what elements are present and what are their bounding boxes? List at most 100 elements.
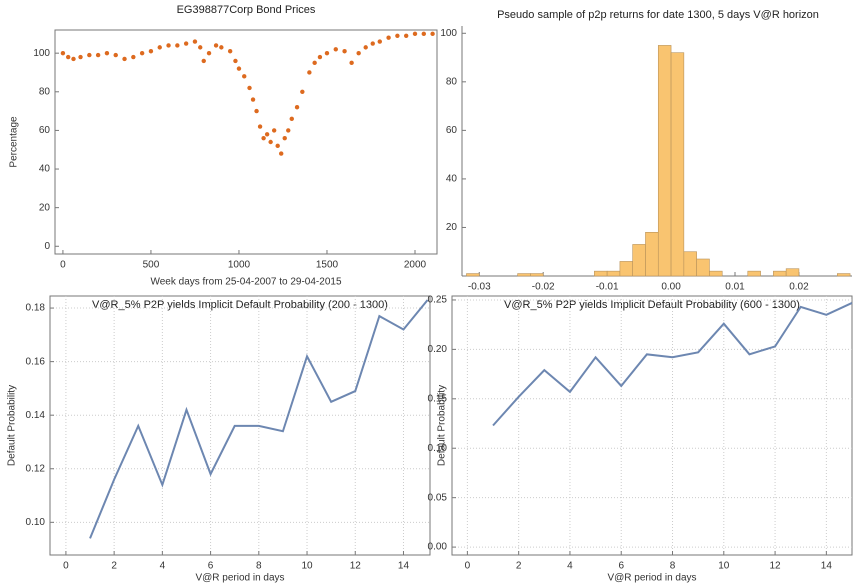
point bbox=[233, 58, 238, 64]
point bbox=[312, 60, 317, 66]
point bbox=[377, 39, 382, 44]
x-axis-label: Week days from 25-04-2007 to 29-04-2015 bbox=[150, 277, 341, 288]
point bbox=[113, 52, 118, 58]
point bbox=[95, 52, 101, 58]
bar bbox=[785, 268, 800, 277]
y-tick-label: 0.16 bbox=[26, 356, 46, 367]
point bbox=[356, 50, 361, 56]
y-tick-label: 20 bbox=[446, 222, 458, 233]
bar bbox=[517, 273, 531, 277]
point bbox=[268, 139, 273, 145]
point bbox=[363, 45, 368, 50]
y-tick-label: 40 bbox=[446, 174, 458, 185]
y-tick-label: 60 bbox=[39, 125, 51, 136]
point bbox=[333, 47, 338, 52]
point bbox=[236, 66, 242, 71]
point bbox=[430, 31, 435, 37]
plot-frame bbox=[49, 295, 431, 556]
x-tick-label: 0.00 bbox=[661, 282, 681, 293]
bar bbox=[619, 261, 634, 277]
y-tick-label: 60 bbox=[446, 125, 458, 136]
line-series bbox=[89, 299, 429, 539]
point bbox=[275, 143, 280, 149]
point bbox=[198, 45, 203, 50]
x-tick-label: 2 bbox=[516, 561, 522, 572]
y-tick-label: 0.10 bbox=[428, 443, 448, 454]
point bbox=[300, 89, 305, 94]
x-tick-label: 10 bbox=[301, 561, 313, 572]
bar bbox=[632, 244, 646, 277]
point bbox=[201, 58, 206, 64]
x-tick-label: 0 bbox=[465, 561, 471, 572]
y-tick-label: 0.18 bbox=[26, 303, 46, 314]
point bbox=[66, 54, 71, 60]
point bbox=[131, 54, 136, 60]
y-tick-label: 0.12 bbox=[26, 463, 46, 474]
y-tick-label: 0.15 bbox=[428, 393, 448, 404]
point bbox=[307, 70, 312, 75]
point bbox=[289, 116, 294, 122]
bar bbox=[594, 270, 608, 277]
x-tick-label: 14 bbox=[821, 561, 833, 572]
y-tick-label: 100 bbox=[440, 28, 457, 39]
bar bbox=[606, 270, 621, 277]
y-tick-label: 100 bbox=[33, 48, 50, 59]
y-tick-label: 80 bbox=[446, 76, 458, 87]
y-tick-label: 0.10 bbox=[26, 517, 46, 528]
x-tick-label: 500 bbox=[143, 260, 160, 271]
point bbox=[403, 33, 409, 38]
y-axis-label: Percentage bbox=[9, 116, 20, 168]
point bbox=[254, 108, 259, 114]
bar bbox=[657, 45, 672, 277]
point bbox=[157, 45, 162, 50]
bar bbox=[836, 273, 851, 277]
x-tick-label: 0 bbox=[63, 561, 69, 572]
x-tick-label: 0 bbox=[60, 260, 66, 271]
y-tick-label: 0 bbox=[44, 241, 50, 252]
point bbox=[148, 49, 154, 54]
x-tick-label: 4 bbox=[160, 561, 166, 572]
point bbox=[183, 41, 189, 46]
point bbox=[282, 135, 287, 141]
point bbox=[395, 33, 400, 38]
point bbox=[294, 105, 300, 110]
bar bbox=[683, 251, 697, 277]
chart-title: Pseudo sample of p2p returns for date 13… bbox=[497, 9, 819, 21]
point bbox=[60, 50, 66, 56]
x-tick-label: 6 bbox=[618, 561, 624, 572]
y-tick-label: 20 bbox=[39, 202, 51, 213]
point bbox=[324, 50, 330, 56]
point bbox=[71, 56, 76, 62]
point bbox=[286, 128, 291, 133]
y-tick-label: 0.20 bbox=[428, 344, 448, 355]
point bbox=[166, 43, 171, 48]
point bbox=[261, 135, 266, 141]
x-tick-label: 6 bbox=[208, 561, 214, 572]
x-axis-label: V@R period in days bbox=[607, 573, 696, 584]
x-tick-label: -0.03 bbox=[468, 282, 491, 293]
y-axis-label: Default Probability bbox=[7, 385, 18, 466]
chart-title: EG398877Corp Bond Prices bbox=[177, 4, 316, 16]
bar bbox=[670, 52, 685, 277]
y-tick-label: 80 bbox=[39, 86, 51, 97]
y-tick-label: 0.00 bbox=[428, 542, 448, 553]
point bbox=[139, 50, 145, 56]
point bbox=[264, 132, 270, 137]
y-tick-label: 0.25 bbox=[428, 295, 448, 306]
bar bbox=[773, 270, 787, 277]
bar bbox=[747, 270, 761, 277]
point bbox=[175, 43, 180, 48]
point bbox=[192, 39, 198, 44]
x-tick-label: 4 bbox=[567, 561, 573, 572]
bar bbox=[530, 273, 544, 277]
chart-title: V@R_5% P2P yields Implicit Default Proba… bbox=[92, 299, 388, 311]
point bbox=[250, 97, 256, 102]
x-tick-label: 1500 bbox=[316, 260, 339, 271]
point bbox=[342, 49, 347, 54]
y-tick-label: 0.14 bbox=[26, 410, 46, 421]
x-tick-label: 12 bbox=[350, 561, 362, 572]
point bbox=[87, 52, 92, 58]
x-tick-label: 0.01 bbox=[725, 282, 745, 293]
point bbox=[257, 124, 263, 129]
